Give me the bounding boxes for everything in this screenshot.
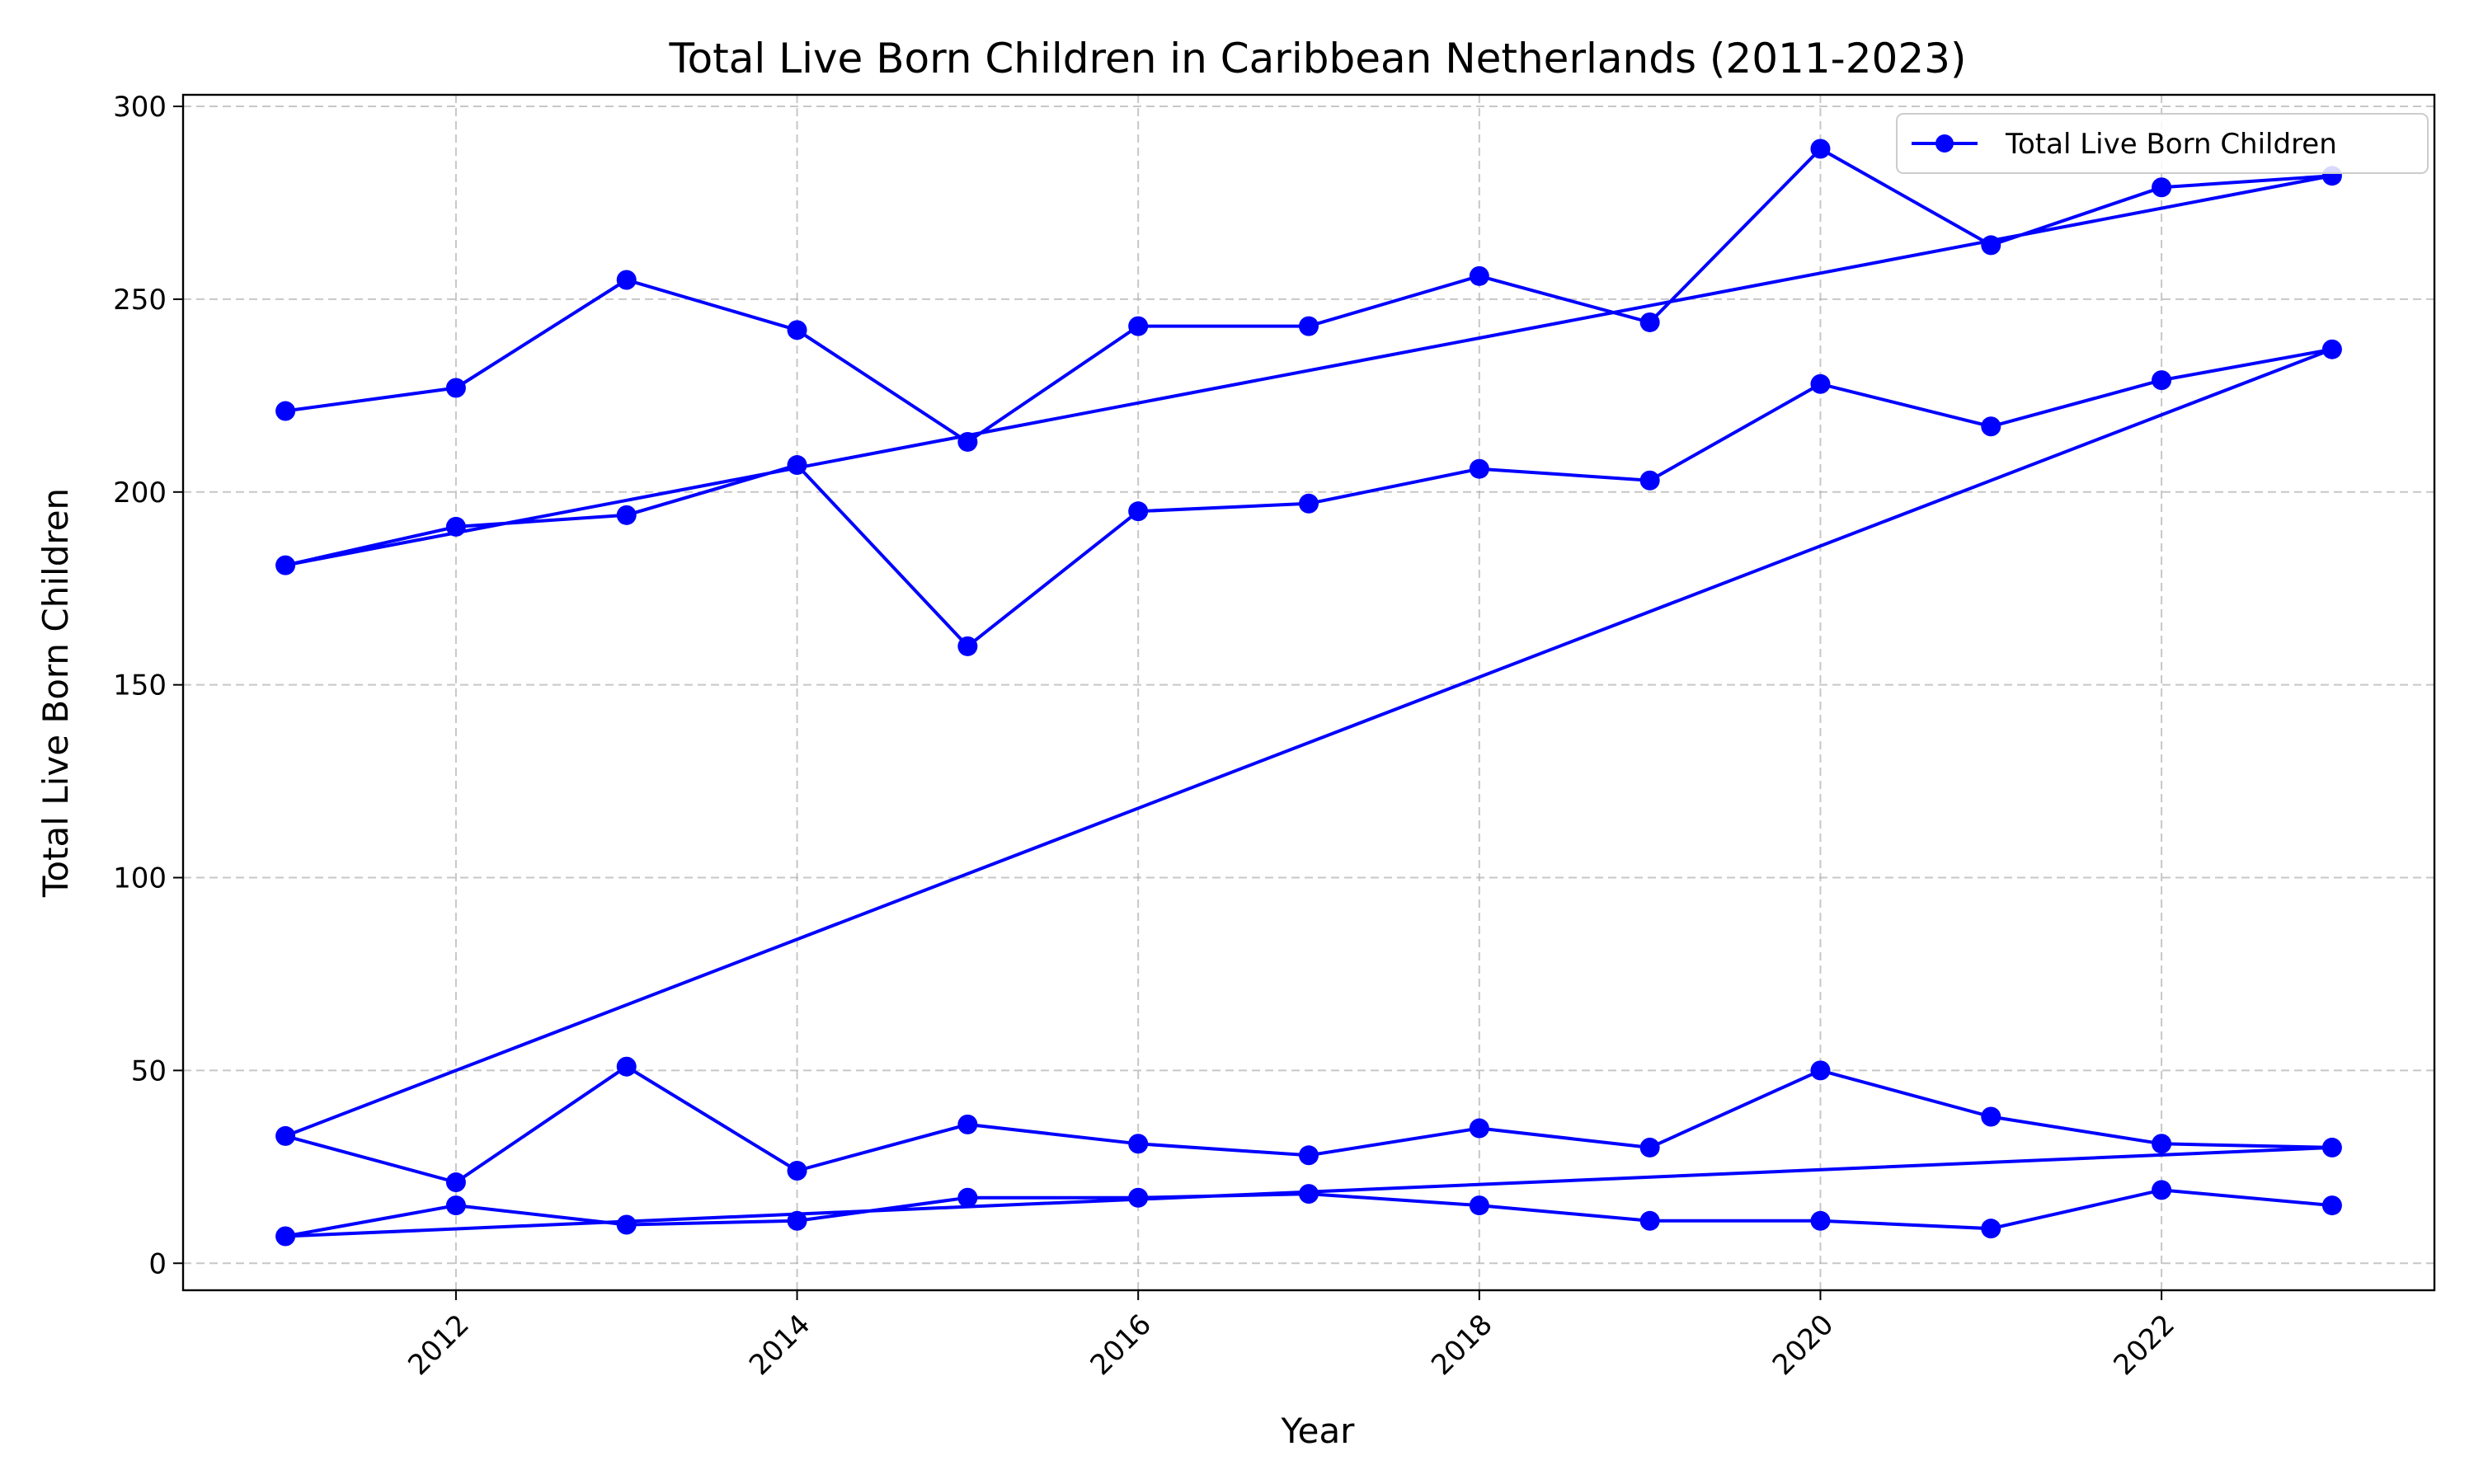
y-tick-label: 50: [131, 1054, 167, 1087]
data-point: [1299, 316, 1319, 336]
x-tick-label: 2014: [743, 1308, 816, 1382]
data-point: [275, 1125, 296, 1146]
data-point: [445, 378, 466, 398]
x-tick-label: 2022: [2108, 1308, 2181, 1382]
data-point: [1810, 1210, 1831, 1231]
data-point: [2321, 1195, 2342, 1216]
data-point: [1128, 1134, 1149, 1154]
y-tick-label: 150: [113, 669, 167, 702]
data-point: [1469, 1118, 1489, 1139]
data-point: [1299, 493, 1319, 514]
data-point: [1469, 265, 1489, 286]
data-point: [1639, 1137, 1660, 1158]
data-point: [1128, 1187, 1149, 1208]
data-point: [2321, 339, 2342, 359]
data-point: [1128, 316, 1149, 336]
data-point: [1810, 1060, 1831, 1081]
data-point: [1639, 312, 1660, 332]
data-point: [1299, 1145, 1319, 1166]
x-tick-label: 2018: [1425, 1308, 1498, 1382]
y-tick-label: 250: [113, 284, 167, 317]
data-point: [957, 636, 978, 656]
data-point: [445, 1172, 466, 1193]
y-tick-label: 100: [113, 862, 167, 895]
data-point: [1810, 373, 1831, 394]
data-point: [275, 555, 296, 575]
chart-title: Total Live Born Children in Caribbean Ne…: [669, 35, 1967, 82]
data-point: [1981, 1106, 2001, 1127]
data-point: [957, 431, 978, 452]
legend-marker-icon: [1935, 134, 1954, 153]
y-axis: 0 50 100 150 200 250 300: [113, 91, 183, 1280]
data-point: [2152, 177, 2172, 198]
data-point: [2152, 1180, 2172, 1200]
data-point: [1299, 1184, 1319, 1205]
y-axis-label: Total Live Born Children: [35, 488, 76, 898]
grid: [183, 95, 2434, 1290]
data-point: [1981, 235, 2001, 256]
series-line: [284, 147, 2334, 1238]
data-point: [1639, 1210, 1660, 1231]
data-point: [616, 505, 637, 525]
data-point: [787, 455, 807, 476]
data-point: [957, 1187, 978, 1208]
data-point: [1981, 1219, 2001, 1239]
data-point: [1810, 139, 1831, 159]
x-axis: 2012 2014 2016 2018 2020 2022: [402, 1290, 2181, 1382]
legend-entry: Total Live Born Children: [2005, 128, 2337, 161]
data-point: [2152, 370, 2172, 391]
data-point: [1469, 1195, 1489, 1216]
data-point: [616, 1214, 637, 1235]
data-point: [275, 1226, 296, 1247]
data-point: [787, 1161, 807, 1181]
data-point: [1469, 458, 1489, 479]
data-point: [616, 270, 637, 290]
data-point: [1981, 416, 2001, 437]
x-tick-label: 2020: [1766, 1308, 1840, 1382]
y-tick-label: 200: [113, 477, 167, 510]
legend-box: [1896, 113, 2429, 174]
data-point: [2152, 1134, 2172, 1154]
data-point: [445, 1195, 466, 1216]
data-point: [2321, 1137, 2342, 1158]
data-point: [787, 320, 807, 340]
data-point: [1128, 501, 1149, 522]
data-point: [787, 1210, 807, 1231]
y-tick-label: 300: [113, 91, 167, 124]
y-tick-label: 0: [148, 1247, 167, 1280]
x-axis-label: Year: [1281, 1411, 1356, 1451]
plot-frame: [181, 93, 2436, 1292]
data-point: [445, 516, 466, 537]
legend: Total Live Born Children: [1896, 113, 2429, 174]
data-point: [616, 1056, 637, 1077]
data-point: [275, 401, 296, 421]
x-tick-label: 2012: [402, 1308, 475, 1382]
series-total-live-born-children: [275, 139, 2342, 1247]
data-point: [957, 1114, 978, 1134]
x-tick-label: 2016: [1084, 1308, 1158, 1382]
data-point: [1639, 470, 1660, 491]
